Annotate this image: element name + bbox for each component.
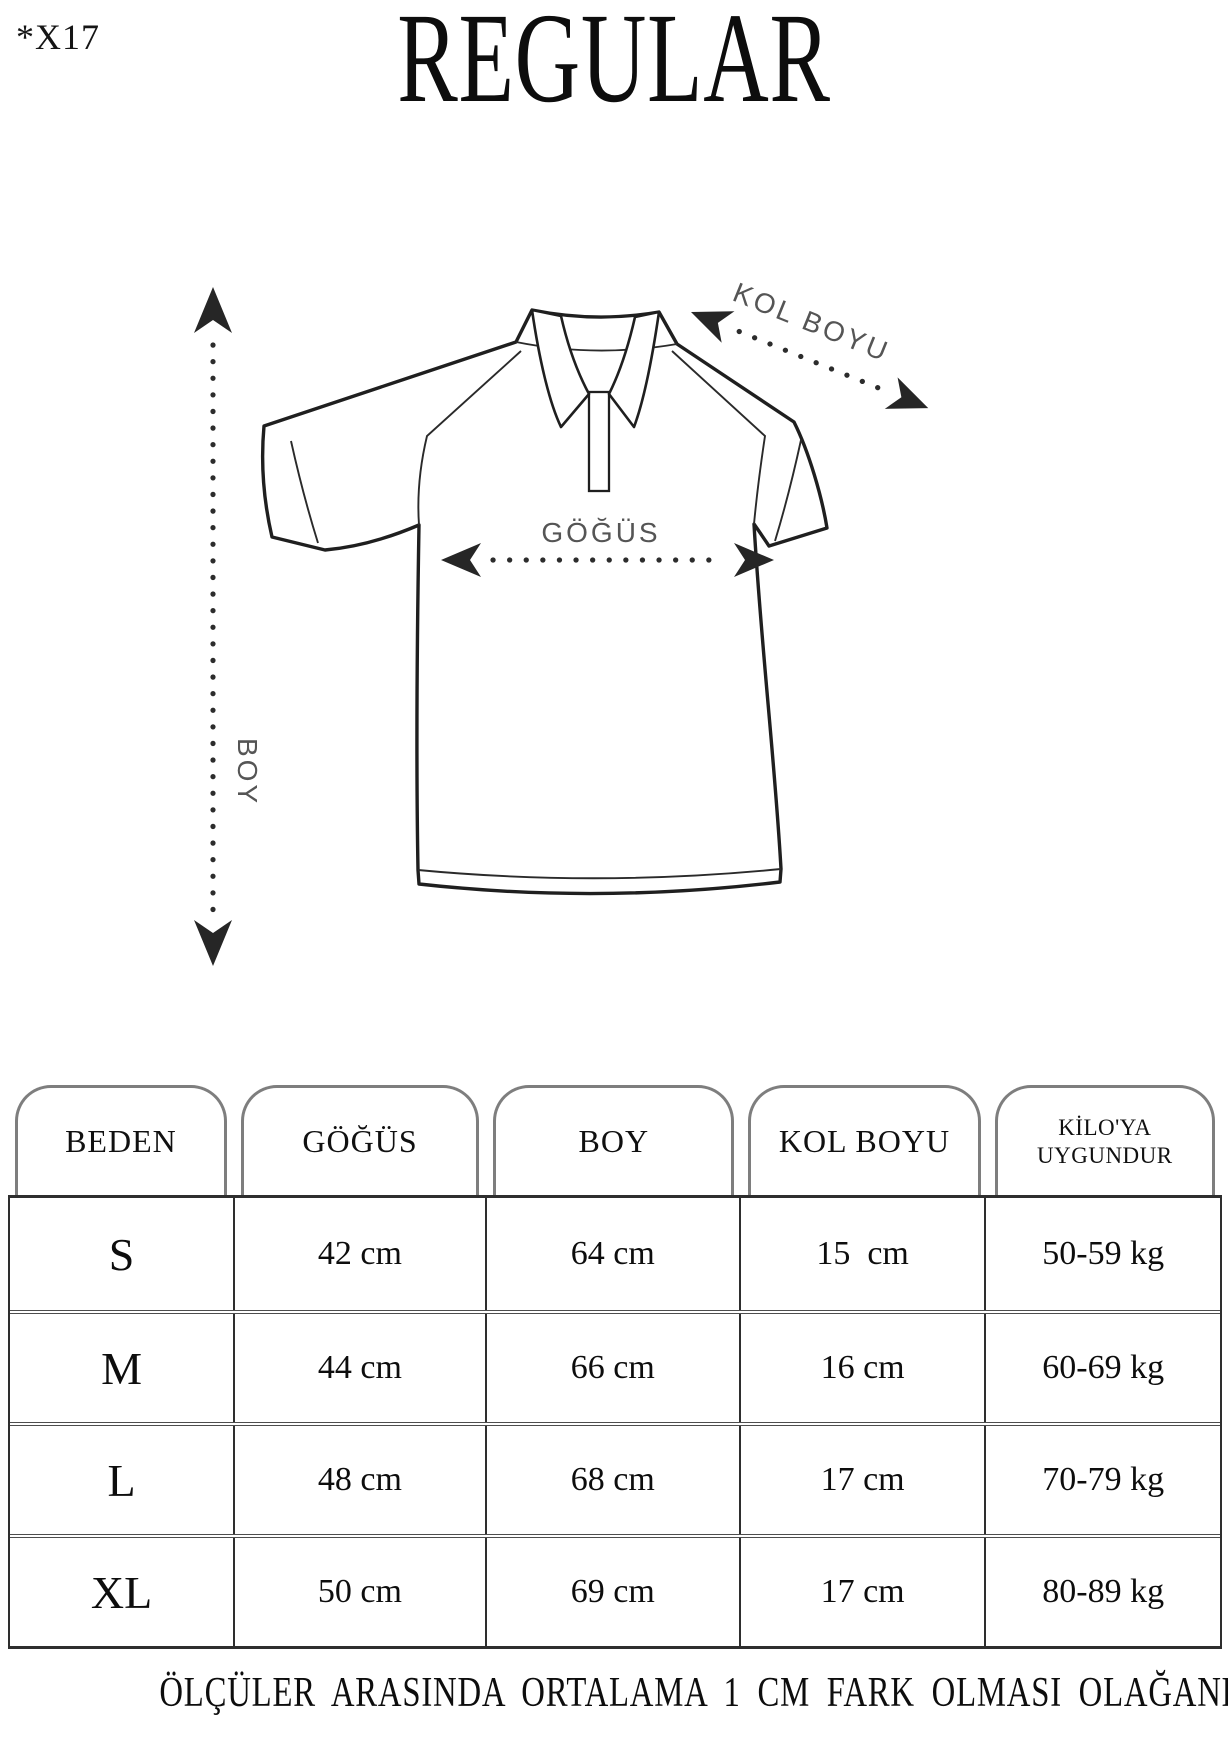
- sleeve-label: KOL BOYU: [729, 277, 895, 368]
- style-code: *X17: [16, 17, 100, 57]
- cell-weight: 80-89 kg: [986, 1538, 1220, 1646]
- sleeve-arrow: [691, 311, 929, 409]
- size-table: BEDEN GÖĞÜS BOY KOL BOYU KİLO'YA UYGUNDU…: [8, 1085, 1222, 1649]
- cell-sleeve: 17 cm: [740, 1538, 987, 1646]
- cell-weight: 70-79 kg: [986, 1426, 1220, 1534]
- cell-chest: 50 cm: [235, 1538, 487, 1646]
- cell-chest: 42 cm: [235, 1198, 487, 1310]
- placket: [587, 390, 611, 493]
- cell-length: 68 cm: [486, 1426, 741, 1534]
- cell-size: M: [10, 1314, 236, 1422]
- cell-weight: 50-59 kg: [986, 1198, 1220, 1310]
- header-cell-gogus: GÖĞÜS: [240, 1085, 480, 1195]
- header-cell-boy: BOY: [493, 1085, 735, 1195]
- header-cell-beden: BEDEN: [15, 1085, 227, 1195]
- cell-length: 69 cm: [486, 1538, 741, 1646]
- shirt-measurement-diagram: BOY GÖĞÜS KOL BOYU: [194, 277, 929, 966]
- cell-length: 66 cm: [486, 1314, 741, 1422]
- cell-sleeve: 15 cm: [740, 1198, 987, 1310]
- length-arrow: [194, 287, 232, 966]
- table-row-xl: XL 50 cm 69 cm 17 cm 80-89 kg: [10, 1534, 1220, 1646]
- table-row-l: L 48 cm 68 cm 17 cm 70-79 kg: [10, 1422, 1220, 1534]
- cell-size: L: [10, 1426, 236, 1534]
- measurement-note: ÖLÇÜLER ARASINDA ORTALAMA 1 CM FARK OLMA…: [0, 1672, 1228, 1714]
- cell-length: 64 cm: [486, 1198, 741, 1310]
- table-row-s: S 42 cm 64 cm 15 cm 50-59 kg: [10, 1198, 1220, 1310]
- chest-arrow: [441, 543, 774, 577]
- chest-label: GÖĞÜS: [541, 517, 660, 548]
- cell-sleeve: 16 cm: [740, 1314, 987, 1422]
- cell-size: XL: [10, 1538, 236, 1646]
- size-table-header: BEDEN GÖĞÜS BOY KOL BOYU KİLO'YA UYGUNDU…: [8, 1085, 1222, 1195]
- header-cell-kol-boyu: KOL BOYU: [748, 1085, 981, 1195]
- cell-weight: 60-69 kg: [986, 1314, 1220, 1422]
- length-label: BOY: [232, 738, 263, 806]
- cell-size: S: [10, 1198, 236, 1310]
- cell-chest: 44 cm: [235, 1314, 487, 1422]
- table-row-m: M 44 cm 66 cm 16 cm 60-69 kg: [10, 1310, 1220, 1422]
- page-title-text: REGULAR: [397, 0, 831, 130]
- polo-shirt-drawing: [261, 308, 829, 896]
- size-table-body: S 42 cm 64 cm 15 cm 50-59 kg M 44 cm 66 …: [8, 1195, 1222, 1649]
- header-cell-kiloya-uygundur: KİLO'YA UYGUNDUR: [994, 1085, 1215, 1195]
- page-title: REGULAR: [0, 0, 1228, 130]
- cell-sleeve: 17 cm: [740, 1426, 987, 1534]
- measurement-note-text: ÖLÇÜLER ARASINDA ORTALAMA 1 CM FARK OLMA…: [159, 1670, 1228, 1716]
- cell-chest: 48 cm: [235, 1426, 487, 1534]
